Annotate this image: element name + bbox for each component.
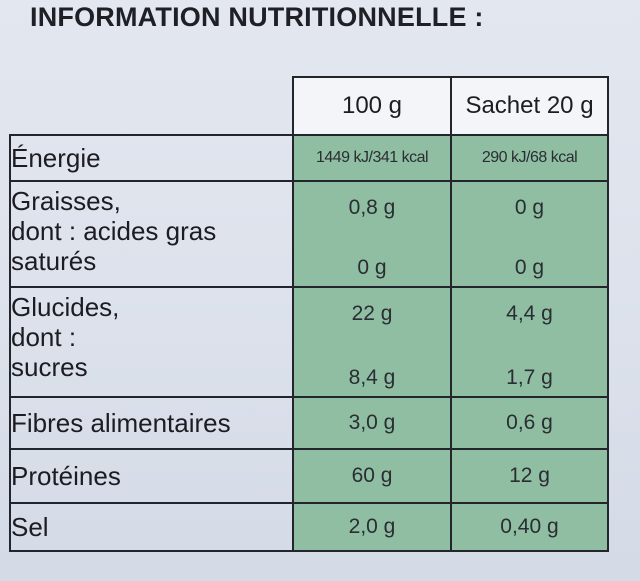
table-row-energie: Énergie 1449 kJ/341 kcal 290 kJ/68 kcal: [9, 134, 609, 182]
value-proteines-100g: 60 g: [292, 448, 452, 504]
header-blank-cell: [10, 77, 294, 136]
value-energie-100g: 1449 kJ/341 kcal: [292, 134, 452, 182]
value-graisses-100g-cell: 0,8 g 0 g: [292, 180, 452, 288]
value-sucres-100g: 8,4 g: [348, 366, 396, 389]
table-row-sel: Sel 2,0 g 0,40 g: [9, 502, 609, 552]
value-glucides-100g: 22 g: [351, 302, 393, 325]
value-fibres-100g: 3,0 g: [292, 396, 452, 450]
value-energie-sachet: 290 kJ/68 kcal: [450, 134, 609, 182]
label-fibres: Fibres alimentaires: [9, 396, 294, 450]
label-glucides-line-2: dont :: [11, 322, 77, 352]
header-per-sachet: Sachet 20 g: [450, 76, 609, 136]
value-glucides-sachet-cell: 4,4 g 1,7 g: [450, 286, 609, 398]
label-graisses-line-1: Graisses,: [11, 186, 121, 216]
value-satures-sachet: 0 g: [514, 256, 545, 279]
label-energie: Énergie: [9, 134, 294, 182]
value-proteines-sachet: 12 g: [450, 448, 609, 504]
table-row-glucides: Glucides, dont : sucres 22 g 8,4 g 4,4 g…: [9, 286, 609, 398]
value-satures-100g: 0 g: [357, 256, 387, 279]
label-graisses-line-2: dont : acides gras: [11, 216, 217, 246]
table-row-proteines: Protéines 60 g 12 g: [9, 448, 609, 504]
label-glucides-line-3: sucres: [11, 352, 88, 382]
value-graisses-sachet: 0 g: [514, 196, 545, 219]
table-row-graisses: Graisses, dont : acides gras saturés 0,8…: [9, 180, 609, 288]
value-glucides-sachet: 4,4 g: [506, 302, 553, 325]
label-graisses-line-3: saturés: [11, 246, 97, 276]
label-glucides: Glucides, dont : sucres: [9, 286, 294, 398]
value-sel-sachet: 0,40 g: [450, 502, 609, 552]
value-graisses-100g: 0,8 g: [348, 196, 396, 219]
table-row-fibres: Fibres alimentaires 3,0 g 0,6 g: [9, 396, 609, 450]
label-glucides-line-1: Glucides,: [11, 292, 120, 322]
value-sel-100g: 2,0 g: [292, 502, 452, 552]
label-proteines: Protéines: [9, 448, 294, 504]
header-per-100g: 100 g: [292, 76, 452, 136]
value-glucides-100g-cell: 22 g 8,4 g: [292, 286, 452, 398]
page-title: INFORMATION NUTRITIONNELLE :: [30, 2, 484, 32]
label-graisses: Graisses, dont : acides gras saturés: [9, 180, 294, 288]
value-sucres-sachet: 1,7 g: [506, 366, 553, 389]
nutrition-table: 100 g Sachet 20 g Énergie 1449 kJ/341 kc…: [9, 76, 609, 552]
value-fibres-sachet: 0,6 g: [450, 396, 609, 450]
value-graisses-sachet-cell: 0 g 0 g: [450, 180, 609, 288]
label-sel: Sel: [9, 502, 294, 552]
table-header-row: 100 g Sachet 20 g: [10, 76, 609, 136]
